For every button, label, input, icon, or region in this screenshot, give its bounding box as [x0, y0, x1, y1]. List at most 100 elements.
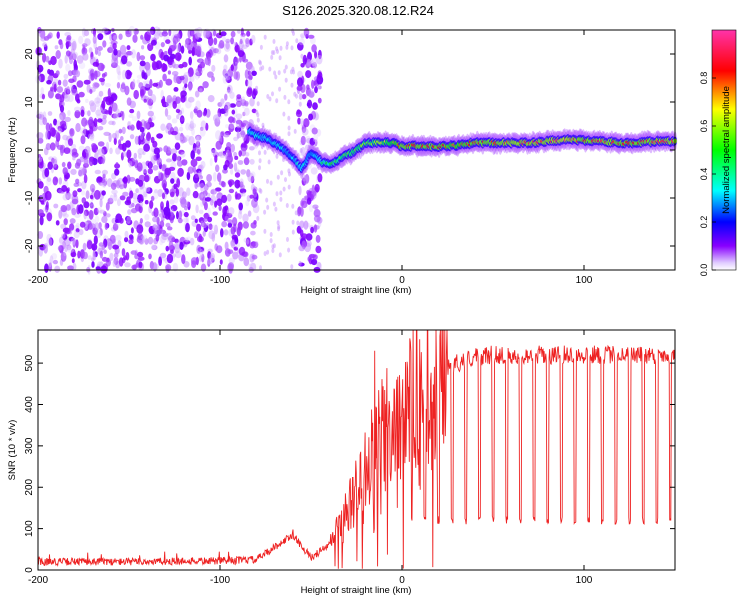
- noise-cell: [299, 157, 303, 163]
- noise-cell: [239, 181, 244, 188]
- noise-cell: [297, 42, 304, 51]
- noise-cell: [109, 35, 113, 41]
- noise-cell: [235, 100, 242, 108]
- noise-cell: [105, 96, 113, 106]
- noise-cell: [105, 213, 111, 218]
- noise-cell: [166, 95, 173, 104]
- noise-cell: [164, 188, 169, 195]
- noise-cell: [40, 192, 44, 201]
- noise-cell: [190, 158, 198, 167]
- noise-cell: [237, 50, 245, 58]
- noise-cell: [227, 151, 232, 158]
- noise-cell: [196, 109, 203, 118]
- noise-cell: [250, 230, 256, 236]
- noise-cell: [38, 73, 46, 83]
- noise-cell: [240, 169, 247, 175]
- noise-cell: [173, 87, 179, 92]
- noise-cell: [113, 48, 118, 56]
- noise-cell: [227, 222, 233, 228]
- noise-cell: [53, 83, 57, 93]
- noise-cell: [84, 157, 89, 166]
- noise-cell: [55, 50, 61, 59]
- noise-cell: [224, 215, 229, 222]
- noise-cell: [178, 149, 185, 155]
- noise-cell: [287, 125, 291, 131]
- noise-cell: [106, 178, 113, 188]
- noise-cell: [64, 245, 68, 252]
- noise-cell: [188, 82, 193, 92]
- noise-cell: [75, 239, 79, 249]
- noise-cell: [233, 151, 238, 157]
- noise-cell: [113, 257, 119, 265]
- noise-cell: [206, 181, 212, 188]
- noise-cell: [224, 73, 229, 79]
- noise-cell: [144, 80, 151, 88]
- noise-cell: [172, 100, 177, 109]
- noise-cell: [250, 175, 255, 184]
- noise-cell: [124, 69, 132, 80]
- noise-cell: [152, 262, 158, 272]
- noise-cell: [205, 122, 209, 131]
- noise-cell: [101, 256, 108, 262]
- noise-cell: [236, 130, 240, 140]
- noise-cell: [233, 57, 240, 64]
- snr-series: [37, 329, 676, 569]
- noise-cell: [223, 73, 229, 79]
- noise-cell: [190, 215, 196, 221]
- noise-cell: [300, 33, 306, 39]
- noise-cell: [90, 101, 96, 108]
- noise-cell: [46, 79, 52, 85]
- noise-cell: [199, 61, 206, 69]
- noise-cell: [153, 147, 160, 155]
- noise-cell: [81, 117, 88, 127]
- noise-cell: [246, 239, 250, 245]
- noise-cell: [91, 243, 98, 251]
- noise-cell: [58, 209, 63, 219]
- noise-cell: [194, 70, 200, 81]
- noise-cell: [145, 186, 151, 193]
- noise-cell: [111, 113, 118, 119]
- noise-cell: [171, 71, 179, 76]
- noise-cell: [158, 79, 163, 88]
- noise-cell: [241, 96, 245, 103]
- noise-cell: [189, 122, 197, 129]
- noise-cell: [72, 69, 79, 76]
- noise-cell: [307, 91, 315, 98]
- noise-cell: [94, 70, 98, 80]
- noise-cell: [89, 102, 97, 113]
- noise-cell: [198, 175, 203, 180]
- noise-cell: [263, 34, 267, 40]
- snr-panel: -200 -100 0 100 0 100 200 300 400 500 Height of …: [7, 329, 676, 596]
- noise-cell: [111, 132, 118, 139]
- noise-cell: [215, 48, 222, 55]
- noise-cell: [228, 188, 235, 194]
- noise-cell: [276, 49, 279, 54]
- noise-cell: [207, 216, 213, 223]
- noise-cell: [80, 135, 86, 145]
- noise-cell: [44, 167, 50, 178]
- noise-cell: [56, 86, 64, 93]
- noise-cell: [126, 149, 132, 159]
- noise-cell: [229, 103, 236, 108]
- noise-cell: [83, 79, 91, 85]
- noise-cell: [235, 42, 238, 52]
- noise-cell: [122, 177, 128, 183]
- noise-cell: [82, 52, 89, 61]
- noise-cell: [165, 265, 170, 273]
- noise-cell: [93, 207, 99, 216]
- noise-cell: [58, 177, 63, 185]
- noise-cell: [141, 45, 145, 50]
- noise-cell: [237, 211, 243, 220]
- noise-cell: [113, 113, 119, 120]
- y-tick-label: 10: [24, 96, 35, 108]
- noise-cell: [150, 53, 156, 62]
- noise-cell: [211, 224, 218, 231]
- noise-cell: [151, 244, 158, 251]
- noise-cell: [127, 157, 132, 164]
- noise-cell: [71, 258, 75, 264]
- noise-cell: [118, 128, 123, 134]
- noise-cell: [308, 204, 314, 213]
- noise-cell: [136, 110, 141, 120]
- noise-cell: [213, 37, 218, 45]
- noise-cell: [132, 34, 138, 43]
